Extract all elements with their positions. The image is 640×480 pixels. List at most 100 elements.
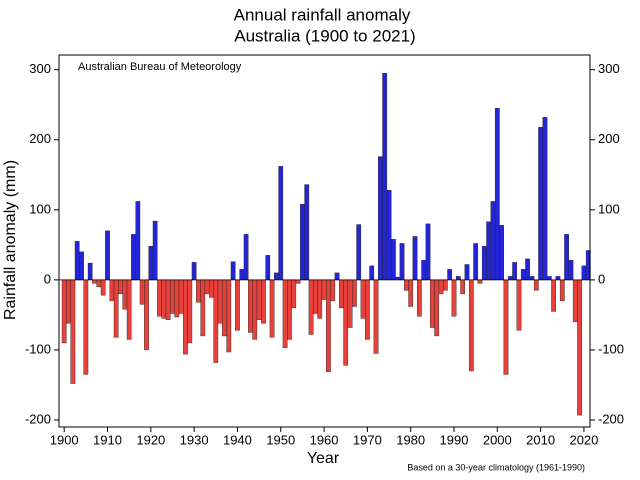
x-tick-label: 1920 [136, 432, 165, 447]
bar [551, 279, 556, 312]
x-tick-label: 1910 [93, 432, 122, 447]
bar [429, 279, 435, 328]
bar [304, 184, 310, 281]
bar [330, 279, 336, 302]
bar [126, 279, 132, 340]
bar [196, 279, 201, 303]
bar [105, 230, 110, 281]
x-tick-label: 2010 [526, 432, 555, 447]
x-tick-label: 1950 [266, 432, 295, 447]
bar [334, 272, 340, 281]
bar [438, 279, 444, 295]
x-tick-label: 1970 [353, 432, 382, 447]
bar [287, 279, 292, 340]
bar [252, 279, 258, 340]
bar [191, 262, 197, 281]
bar [261, 279, 266, 324]
bar [416, 279, 422, 317]
bar [455, 276, 461, 281]
bar [222, 279, 227, 337]
bar [239, 269, 245, 281]
bar [265, 255, 271, 281]
y-tick-label: 0 [44, 271, 51, 286]
bar [282, 279, 288, 349]
bar [165, 279, 171, 321]
annotation: Australian Bureau of Meteorology [78, 61, 242, 73]
bar [161, 279, 167, 319]
bar [122, 279, 128, 310]
y-tick-label: 300 [29, 61, 51, 76]
bar [577, 279, 582, 416]
bar [339, 279, 344, 309]
bar [477, 279, 483, 284]
bar [235, 279, 240, 331]
bar [403, 279, 409, 291]
bar [464, 264, 470, 281]
y-tick-label: 200 [29, 131, 51, 146]
bar [170, 279, 175, 314]
bar [486, 221, 492, 281]
bar [365, 279, 370, 340]
bar [313, 279, 318, 314]
bar [516, 279, 522, 331]
bar [174, 279, 180, 318]
bar [131, 234, 136, 281]
x-tick-label: 1900 [50, 432, 79, 447]
bar [118, 279, 123, 295]
bar [135, 201, 141, 281]
bar [572, 279, 578, 323]
bar [468, 279, 474, 372]
bar [520, 269, 526, 281]
bar [343, 279, 349, 366]
bar [421, 260, 427, 281]
bar [451, 279, 457, 317]
y2-tick-label: 100 [598, 201, 620, 216]
bar [473, 243, 479, 281]
bar [295, 279, 301, 284]
bar [408, 279, 414, 307]
bar [200, 279, 206, 337]
bar [512, 262, 518, 281]
x-axis-label: Year [307, 450, 340, 467]
bar [243, 234, 249, 281]
bar [113, 279, 119, 338]
bar [269, 279, 275, 338]
bar [369, 265, 375, 281]
bar [568, 260, 574, 281]
bar [525, 258, 530, 281]
bar [96, 279, 102, 288]
chart-title: Annual rainfall anomaly [234, 5, 411, 24]
bar [70, 279, 76, 384]
bar [291, 279, 297, 309]
bar [87, 262, 93, 281]
bar [533, 279, 539, 291]
bar [92, 279, 97, 284]
bar [326, 279, 331, 372]
bar [217, 279, 223, 324]
x-tick-label: 2000 [483, 432, 512, 447]
bar [66, 279, 71, 324]
bar [538, 126, 543, 281]
bar [559, 279, 565, 302]
bar [352, 279, 357, 307]
chart-subtitle: Australia (1900 to 2021) [234, 26, 415, 45]
bar [564, 234, 569, 281]
bar [274, 272, 279, 281]
bar [507, 276, 513, 281]
bar [183, 279, 188, 355]
bar [139, 279, 145, 305]
y-tick-label: -200 [25, 411, 51, 426]
bar [378, 156, 383, 281]
bar [373, 279, 379, 354]
bar [460, 279, 466, 295]
y2-tick-label: 300 [598, 61, 620, 76]
y2-tick-label: -100 [598, 341, 624, 356]
bar [321, 279, 327, 300]
bar [213, 279, 219, 363]
x-tick-label: 1990 [440, 432, 469, 447]
bar [152, 220, 158, 281]
bar [390, 239, 396, 281]
bar [494, 108, 500, 281]
bar [109, 279, 115, 302]
